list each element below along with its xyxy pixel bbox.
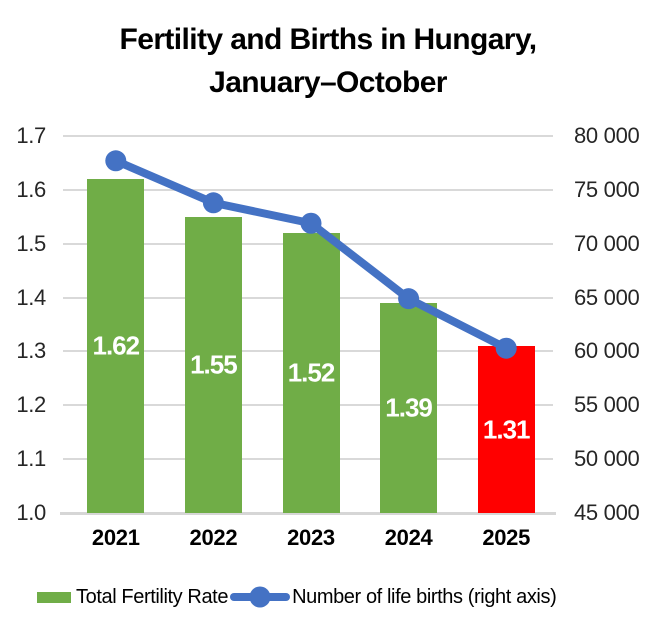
y-axis-tick-label-left: 1.7	[16, 123, 46, 148]
y-axis-tick-label-right: 80 000	[574, 123, 640, 148]
y-axis-tick-label-left: 1.2	[16, 392, 46, 418]
bar-value-label: 1.39	[385, 392, 433, 423]
y-axis-tick-label-right: 45 000	[574, 500, 640, 525]
y-axis-tick-label-right: 75 000	[574, 176, 640, 202]
bar-value-label: 1.31	[482, 414, 531, 445]
y-axis-tick-label-left: 1.6	[16, 176, 46, 202]
legend-label-number-of-life-births: Number of life births (right axis)	[292, 585, 557, 608]
bar-value-label: 1.52	[287, 357, 336, 388]
x-axis-label: 2024	[384, 525, 433, 550]
y-axis-tick-label-right: 60 000	[574, 338, 640, 364]
line-marker-icon	[105, 150, 127, 172]
chart-legend: Total Fertility Rate Number of life birt…	[37, 583, 557, 611]
y-axis-tick-label-left: 1.4	[16, 284, 46, 310]
bar-value-label: 1.55	[190, 349, 238, 380]
y-axis-tick-label-right: 55 000	[574, 392, 640, 418]
y-axis-tick-label-right: 50 000	[574, 446, 640, 472]
y-axis-tick-label-left: 1.0	[16, 500, 46, 525]
gridline	[63, 135, 553, 137]
x-axis-label: 2025	[482, 525, 531, 550]
y-axis-tick-label-left: 1.1	[16, 446, 46, 472]
chart-title-line2: January–October	[209, 66, 447, 99]
y-axis-tick-label-right: 65 000	[574, 284, 640, 310]
legend-line-dot-icon	[249, 586, 271, 608]
y-axis-tick-label-left: 1.5	[16, 230, 46, 256]
bar-2025	[477, 346, 535, 513]
legend-label-total-fertility-rate: Total Fertility Rate	[76, 585, 229, 608]
x-axis-line	[60, 512, 556, 515]
chart-title-line1: Fertility and Births in Hungary,	[119, 23, 538, 56]
line-marker-icon	[202, 192, 224, 214]
bar-value-label: 1.62	[92, 330, 140, 361]
x-axis-label: 2021	[91, 525, 140, 550]
legend-line-marker-icon	[230, 586, 291, 608]
y-axis-tick-label-left: 1.3	[16, 338, 46, 364]
y-axis-tick-label-right: 70 000	[574, 230, 640, 256]
x-axis-label: 2022	[189, 525, 238, 550]
legend-bar-swatch-icon	[37, 591, 71, 603]
chart-title: Fertility and Births in Hungary, January…	[0, 18, 656, 104]
line-marker-icon	[300, 212, 322, 234]
x-axis-label: 2023	[287, 525, 335, 550]
